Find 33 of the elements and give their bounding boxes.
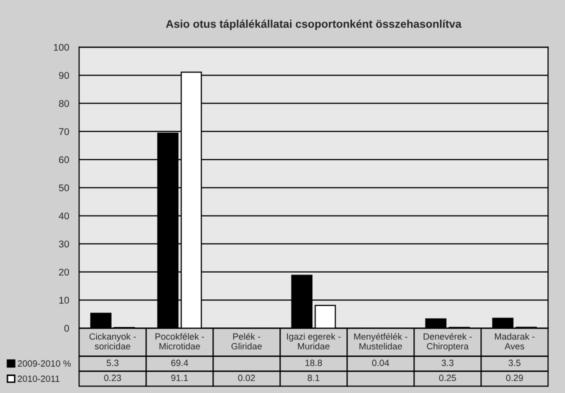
legend-label: 2010-2011 [18,376,60,382]
y-tick-label: 10 [59,296,69,304]
legend-label: 2009-2010 % [18,360,71,367]
data-label: 0.04 [372,360,390,366]
x-tick-label: Menyétfélék - Mustelidae [354,333,408,350]
data-label: 69.4 [171,360,188,366]
y-tick-label: 20 [59,268,69,276]
y-tick-label: 40 [58,212,69,220]
x-tick-label: Igazi egerek - Muridae [287,333,341,350]
y-tick-label: 30 [58,240,69,248]
y-tick-label: 100 [54,44,69,51]
x-tick-label: Denevérek - Chiroptera [424,332,472,352]
data-label: 18.8 [305,360,322,366]
x-tick-label: Pocokfélek - Microtidae [155,332,204,350]
data-label: 3.5 [508,360,520,366]
y-tick-label: 0 [64,324,69,332]
data-label: 3.3 [442,360,454,366]
data-label: 8.1 [308,374,320,382]
y-tick-label: 50 [58,184,69,192]
data-label: 5.3 [106,360,118,366]
y-tick-label: 60 [59,156,69,164]
data-label: 0.23 [104,374,121,382]
y-tick-label: 80 [58,100,69,107]
data-label: 0.29 [506,374,523,382]
y-tick-label: 90 [59,72,69,79]
data-label: 0.02 [238,374,255,382]
y-tick-label: 70 [59,128,69,136]
x-tick-label: Cickanyok - soricidae [89,333,136,350]
data-label: 0.25 [439,374,456,382]
x-tick-label: Madarak - Aves [494,333,534,350]
chart-title: Asio otus táplálékállatai csoportonként összehasonlítva [166,20,462,30]
data-label: 91.1 [171,374,188,382]
x-tick-label: Pelék - Gliridae [231,332,262,350]
